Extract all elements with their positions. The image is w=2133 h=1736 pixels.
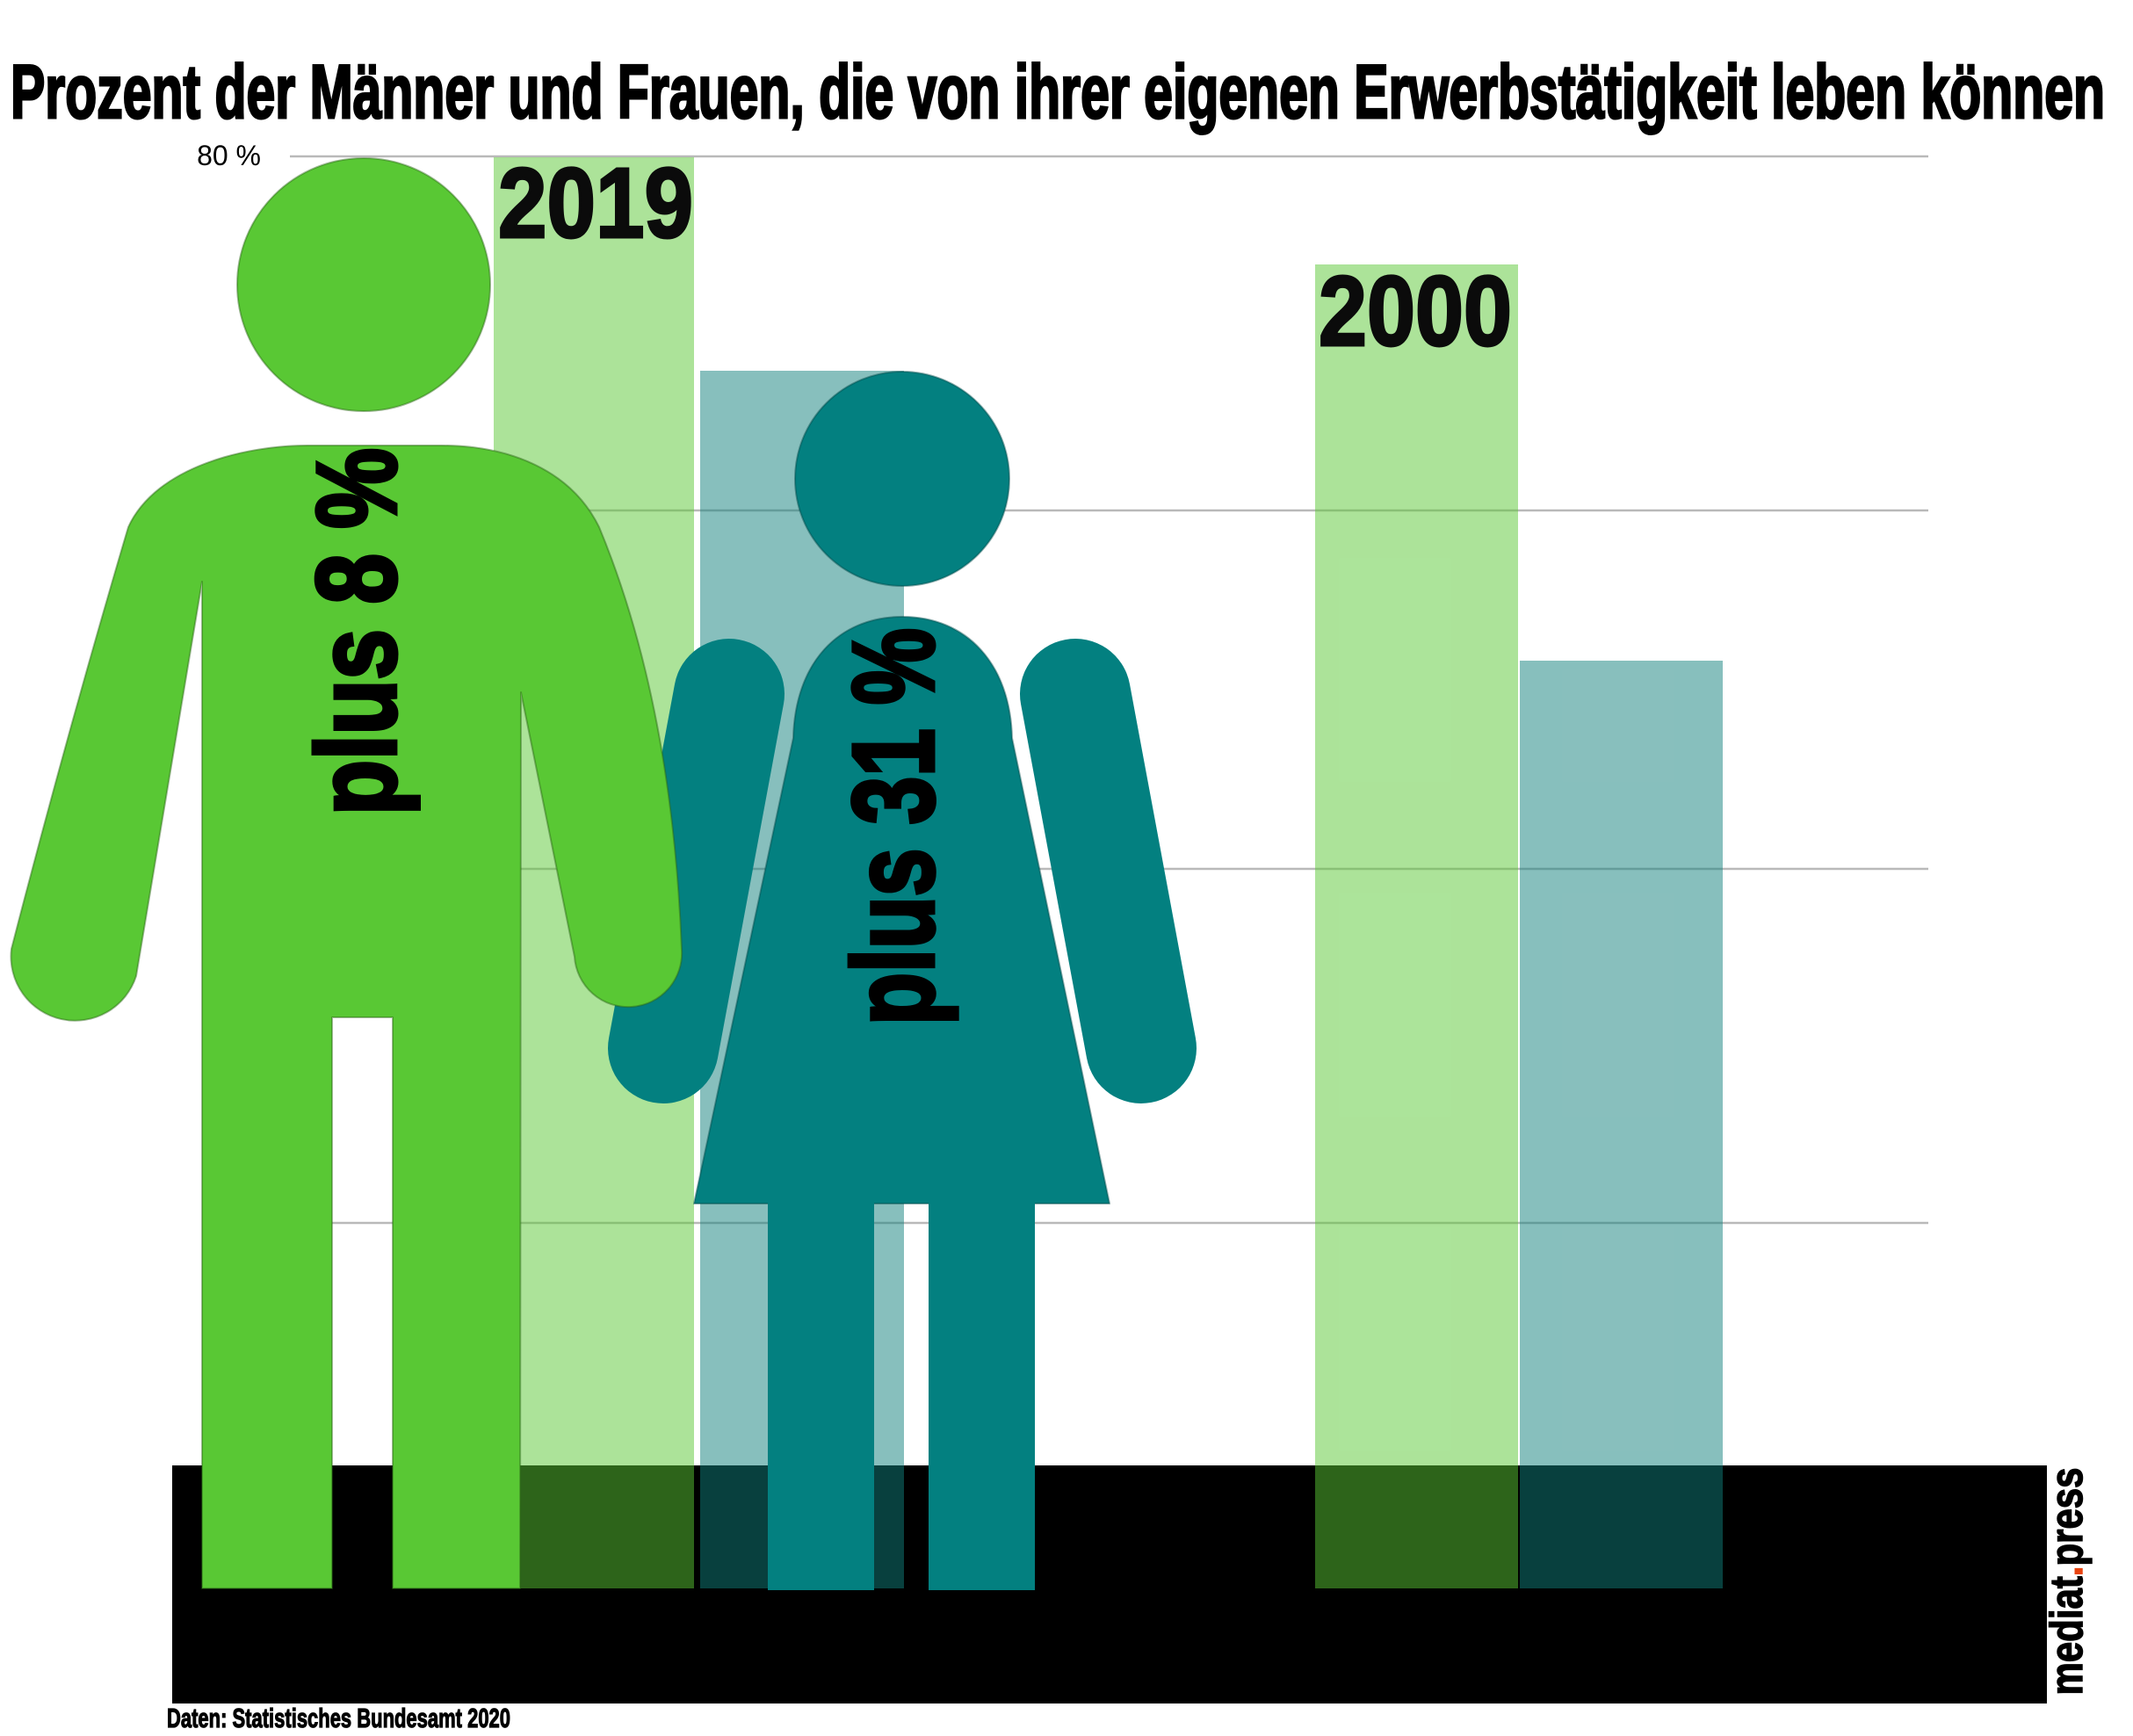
svg-text:80 %: 80 % <box>197 140 261 171</box>
svg-text:mediat.press: mediat.press <box>2042 1468 2093 1696</box>
svg-text:Prozent der Männer und Frauen,: Prozent der Männer und Frauen, die von i… <box>11 50 2105 134</box>
svg-text:plus 8 %: plus 8 % <box>294 448 420 815</box>
svg-text:plus 31 %: plus 31 % <box>828 628 958 1025</box>
svg-text:2019: 2019 <box>498 148 693 258</box>
svg-text:2000: 2000 <box>1319 256 1512 366</box>
svg-text:Daten: Statistisches Bundesamt: Daten: Statistisches Bundesamt 2020 <box>167 1703 510 1733</box>
